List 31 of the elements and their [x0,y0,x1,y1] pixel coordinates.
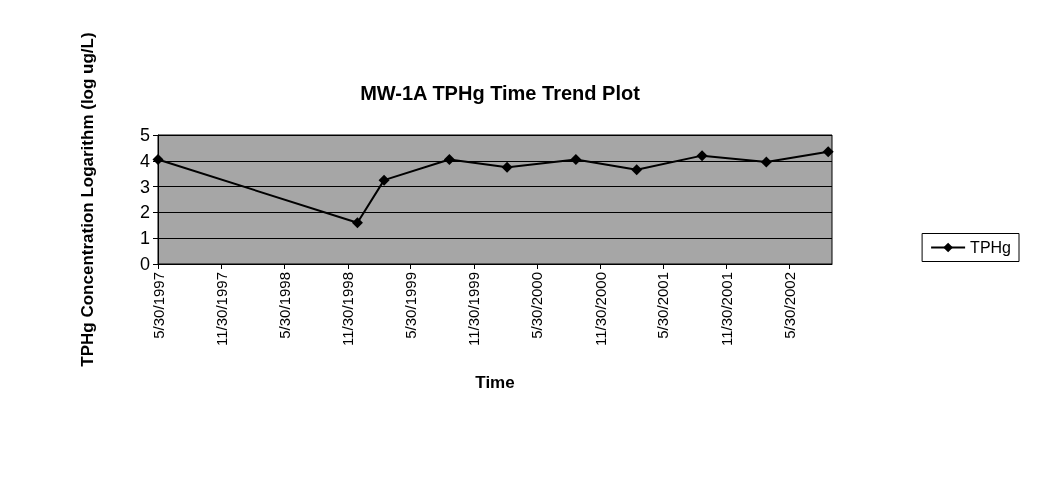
x-tick-label: 5/30/1999 [401,272,419,339]
x-tick-label: 5/30/1997 [149,272,167,339]
point [631,164,643,176]
y-tick-label: 0 [139,254,150,274]
x-tick-label: 11/30/1998 [339,272,357,346]
point [760,156,772,168]
x-tick-label: 11/30/2000 [591,272,609,346]
y-tick-label: 3 [139,176,150,197]
point [443,154,455,166]
legend-label: TPHg [970,239,1012,256]
chart-title: MW-1A TPHg Time Trend Plot [360,82,641,104]
x-tick-label: 11/30/1997 [213,272,231,346]
point [152,154,164,166]
x-tick-label: 5/30/2002 [780,272,798,339]
x-tick-label: 5/30/2000 [528,272,546,339]
x-axis-title: Time [475,373,515,392]
point [822,146,834,158]
point [570,154,582,166]
y-axis-title: TPHg Concentration Logarithm (log ug/L) [78,32,97,367]
x-tick-label: 11/30/1999 [465,272,483,346]
x-tick-label: 11/30/2001 [718,272,736,346]
point [696,150,708,162]
point [351,217,363,229]
y-tick-label: 1 [139,228,150,249]
x-tick-label: 5/30/1998 [275,272,293,339]
point [378,174,390,186]
point [501,161,513,173]
y-tick-label: 2 [139,202,150,223]
x-tick-label: 5/30/2001 [654,272,672,339]
y-tick-label: 5 [139,125,150,145]
y-tick-label: 4 [139,150,150,171]
